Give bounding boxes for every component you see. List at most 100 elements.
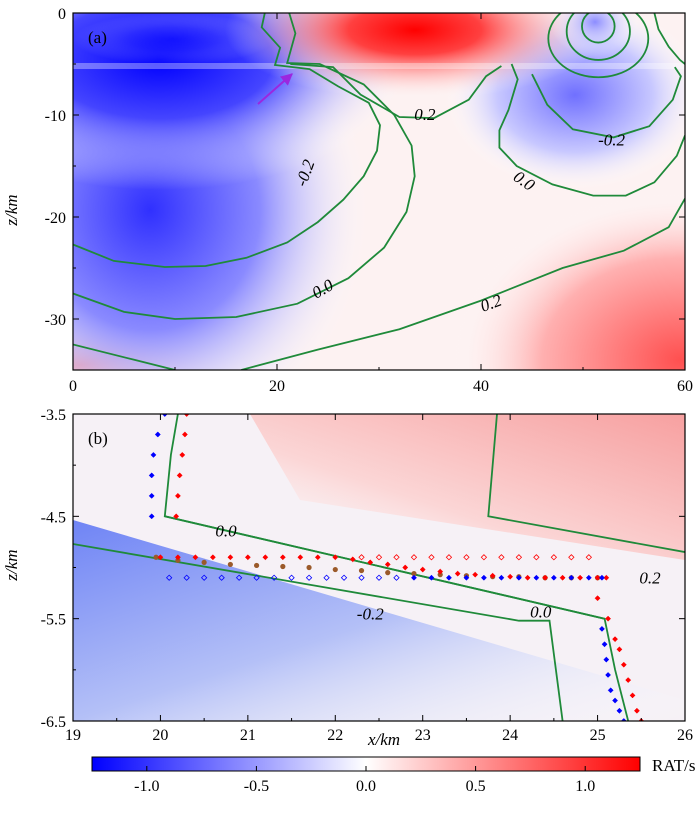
y-tick-label: -3.5 (41, 407, 66, 424)
data-point (577, 574, 584, 581)
data-point (585, 554, 592, 561)
data-point (605, 615, 612, 622)
x-tick-label: 19 (65, 727, 81, 744)
x-tick-label: 21 (240, 727, 256, 744)
contour-label: 0.0 (215, 522, 237, 541)
data-point (393, 554, 400, 561)
data-point (445, 554, 453, 561)
contour-line (73, 343, 176, 370)
data-point (542, 574, 549, 581)
data-point (480, 574, 487, 581)
data-point (358, 554, 365, 561)
data-point (489, 572, 496, 579)
data-point (419, 566, 426, 573)
y-tick-label: -10 (45, 108, 66, 125)
data-point (585, 574, 592, 581)
data-point (280, 563, 286, 570)
contour-line (73, 13, 381, 268)
colorbar-tick-label: 0.5 (466, 778, 486, 795)
contour-line (498, 63, 685, 197)
contour-line (73, 13, 416, 320)
data-point (227, 561, 233, 568)
data-point (349, 556, 356, 563)
data-point (507, 573, 514, 580)
x-tick-label: 26 (677, 727, 693, 744)
arrow-annotation (257, 73, 293, 105)
data-point (375, 574, 383, 581)
contour-label: 0.2 (639, 569, 661, 588)
data-point (161, 414, 168, 417)
data-point (612, 697, 619, 704)
data-point (385, 570, 391, 576)
panel-a-frame (72, 12, 686, 371)
data-point (598, 625, 605, 632)
contour-label: 0.0 (530, 603, 552, 622)
data-point (375, 554, 383, 561)
data-point (183, 574, 190, 581)
data-point (568, 574, 575, 581)
y-tick-label: -4.5 (41, 509, 66, 526)
data-point (533, 554, 540, 561)
data-point (244, 554, 251, 561)
data-point (550, 574, 557, 581)
data-point (332, 554, 339, 561)
data-point (605, 671, 612, 678)
data-point (598, 574, 605, 581)
data-point (254, 562, 260, 569)
contour-ring (547, 13, 650, 79)
data-point (402, 564, 409, 571)
data-point (480, 554, 488, 561)
data-point (616, 707, 623, 714)
data-point (616, 646, 623, 653)
data-point (279, 554, 286, 561)
data-point (305, 574, 313, 581)
contour-ring (581, 13, 616, 44)
data-point (601, 641, 608, 648)
panel-a-colormap (73, 13, 685, 370)
x-tick-label: 0 (69, 378, 77, 395)
x-tick-label: 25 (590, 727, 606, 744)
x-tick-label: 40 (473, 378, 489, 395)
data-point (428, 574, 435, 581)
x-tick-label: 23 (415, 727, 431, 744)
x-tick-label: 22 (327, 727, 343, 744)
data-point (153, 554, 159, 560)
y-tick-label: -5.5 (41, 612, 66, 629)
x-tick-label: 60 (677, 378, 693, 395)
data-point (629, 692, 636, 699)
data-point (235, 574, 243, 581)
panel-a-ylabel: z/km (2, 194, 21, 226)
contour-line (487, 414, 685, 553)
data-point (253, 574, 260, 581)
contour-line (73, 543, 564, 721)
x-tick-label: 20 (152, 727, 168, 744)
data-point (148, 513, 155, 520)
data-point (175, 557, 181, 563)
data-point (463, 574, 470, 581)
data-point (445, 574, 452, 581)
data-point (410, 554, 418, 561)
y-tick-label: -20 (45, 210, 66, 227)
contour-label: -0.2 (598, 131, 625, 150)
data-point (183, 414, 190, 417)
data-point (367, 559, 374, 566)
colorbar-ticks: -1.0 -0.5 0.0 0.5 1.0 (134, 766, 595, 795)
data-point (524, 574, 531, 581)
data-point (200, 574, 208, 581)
colorbar-tick-label: 1.0 (575, 778, 595, 795)
data-point (612, 636, 619, 643)
data-point (498, 554, 505, 561)
data-point (358, 567, 365, 574)
data-point (176, 472, 183, 479)
colorbar-tick-label: 0.0 (356, 778, 376, 795)
data-point (411, 574, 417, 581)
data-point (166, 574, 173, 581)
data-point (209, 554, 216, 561)
data-point (332, 566, 338, 573)
data-point (358, 574, 365, 581)
data-point (157, 554, 164, 561)
contour-label: 0.2 (414, 105, 436, 124)
data-point (603, 574, 610, 581)
interface-line (163, 414, 630, 721)
